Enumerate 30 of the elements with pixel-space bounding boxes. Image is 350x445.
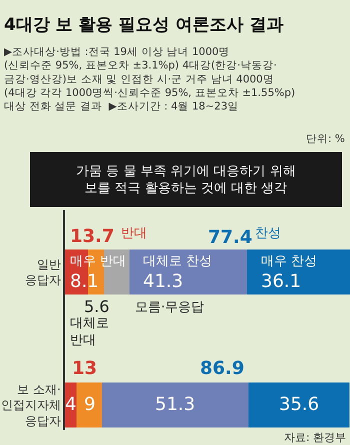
bar (248, 382, 350, 428)
text: 자료: 환경부 (284, 431, 346, 444)
annotation: 찬성 (255, 226, 281, 241)
annotation: 13.7 (70, 226, 114, 247)
bar (247, 249, 350, 295)
annotation: 77.4 (208, 227, 252, 248)
y-tick-label: 일반 응답자 (24, 257, 61, 287)
bar (102, 382, 248, 428)
bar (76, 382, 102, 428)
x-axis-title: 가뭄 등 물 부족 위기에 대응하기 위해 보를 적극 활용하는 것에 대한 생각 (76, 164, 296, 196)
data-label: 41.3 (143, 271, 184, 292)
chart-subtitle: ▶조사대상·방법 :전국 19세 이상 남녀 1000명 (신뢰수준 95%, 표본오차 ±3.1%p) 4대강(한강·낙동강· 금강·영산강)보 소재 및 인접한 시·군 거주 남녀 4000명 (4대강 각각 1000명씩·신뢰수준 95%, 표본오차 ±1.55%p) 대상 전화 설문 결과 ▶조사기간 : 4월 18~23일 (4, 46, 296, 113)
annotation: 86.9 (200, 358, 244, 379)
series-label: 대체로 찬성 (143, 254, 212, 269)
data-label: 9 (84, 394, 96, 415)
text: 단위: % (306, 133, 345, 145)
bar (129, 249, 248, 295)
annotation: 13 (72, 358, 98, 379)
y-tick-label: 보 소재·인접지자체 응답자 (0, 382, 61, 428)
annotation: 반대 (121, 226, 147, 241)
data-label: 5.6 (84, 297, 110, 316)
data-label: 36.1 (261, 271, 302, 292)
series-label: 모름·무응답 (135, 300, 204, 315)
series-label: 매우 찬성 (261, 254, 318, 269)
series-label: 대체로 반대 (70, 316, 109, 348)
chart-title: 4대강 보 활용 필요성 여론조사 결과 (4, 15, 284, 35)
data-label: 35.6 (279, 394, 320, 415)
data-label: 4 (65, 394, 76, 415)
data-label: 8.1 (70, 271, 99, 292)
data-label: 51.3 (155, 394, 196, 415)
